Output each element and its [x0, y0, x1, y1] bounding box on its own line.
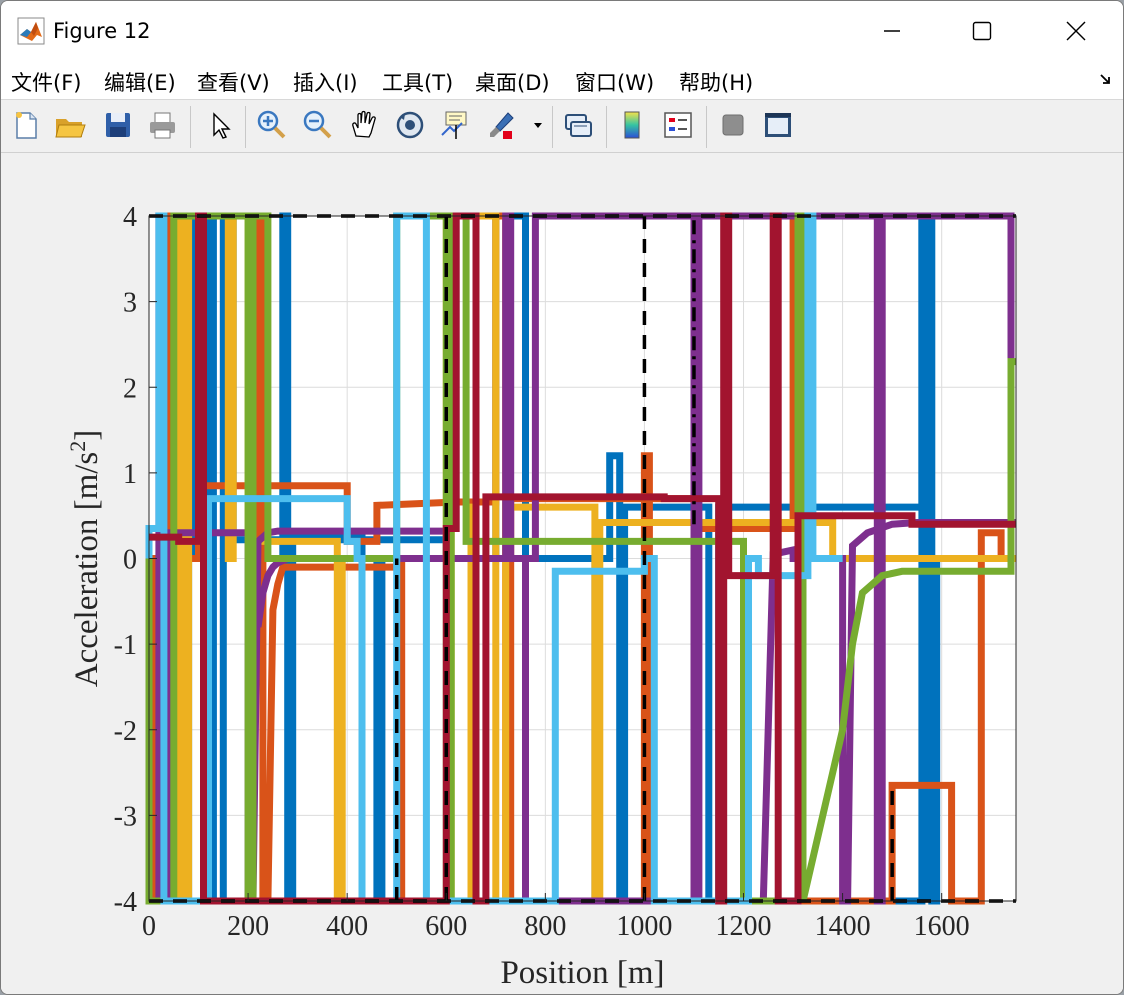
pan-hand-icon[interactable]	[347, 108, 381, 142]
new-figure-icon[interactable]	[9, 108, 43, 142]
brush-icon[interactable]	[485, 108, 519, 142]
toolbar-separator	[245, 106, 246, 148]
x-tick-label: 200	[227, 911, 269, 942]
line-chart[interactable]: 0 200 400 600 800 1000 1200 1400 1600 -4 -3 -2 -1 0 1…	[1, 153, 1123, 994]
menu-view[interactable]: 查看(V)	[197, 71, 270, 95]
y-tick-label: -4	[114, 887, 137, 918]
x-tick-label: 0	[142, 911, 156, 942]
x-tick-label: 1600	[914, 911, 970, 942]
x-tick-label: 400	[326, 911, 368, 942]
y-tick-label: 2	[123, 373, 137, 404]
menu-insert[interactable]: 插入(I)	[293, 71, 358, 95]
figure-canvas: 0 200 400 600 800 1000 1200 1400 1600 -4 -3 -2 -1 0 1…	[1, 153, 1123, 994]
matlab-logo-icon	[17, 17, 45, 45]
close-button[interactable]	[1053, 11, 1099, 51]
close-icon	[1066, 21, 1086, 41]
window-title: Figure 12	[53, 19, 151, 43]
rotate-3d-icon[interactable]	[393, 108, 427, 142]
y-tick-label: 4	[123, 202, 137, 233]
figure-toolbar	[1, 100, 1123, 153]
brush-dropdown-icon[interactable]	[529, 108, 547, 142]
menu-tools[interactable]: 工具(T)	[382, 71, 454, 95]
title-bar: Figure 12	[1, 1, 1123, 61]
x-axis-ticks: 0 200 400 600 800 1000 1200 1400 1600	[142, 893, 970, 942]
series-line-6	[254, 212, 1015, 905]
menu-window[interactable]: 窗口(W)	[575, 71, 655, 95]
dock-arrow-icon[interactable]	[1099, 71, 1113, 90]
x-tick-label: 1200	[716, 911, 772, 942]
select-arrow-icon[interactable]	[203, 108, 237, 142]
save-icon[interactable]	[101, 108, 135, 142]
zoom-out-icon[interactable]	[301, 108, 335, 142]
series-line-9	[149, 212, 1016, 905]
minimize-button[interactable]	[869, 11, 915, 51]
menu-edit[interactable]: 编辑(E)	[104, 71, 176, 95]
y-axis-ticks: -4 -3 -2 -1 0 1 2 3 4	[114, 202, 157, 918]
menu-bar: 文件(F) 编辑(E) 查看(V) 插入(I) 工具(T) 桌面(D) 窗口(W…	[1, 61, 1123, 100]
zoom-in-icon[interactable]	[255, 108, 289, 142]
x-tick-label: 800	[524, 911, 566, 942]
maximize-icon	[972, 21, 992, 41]
y-tick-label: 1	[123, 459, 137, 490]
link-plot-icon[interactable]	[561, 108, 595, 142]
open-icon[interactable]	[53, 108, 87, 142]
colorbar-icon[interactable]	[615, 108, 649, 142]
print-icon[interactable]	[146, 108, 180, 142]
legend-icon[interactable]	[661, 108, 695, 142]
menu-desktop[interactable]: 桌面(D)	[475, 71, 550, 95]
menu-file[interactable]: 文件(F)	[11, 71, 82, 95]
x-tick-label: 600	[425, 911, 467, 942]
y-tick-label: -2	[114, 716, 137, 747]
y-tick-label: -3	[114, 801, 137, 832]
menu-help[interactable]: 帮助(H)	[679, 71, 754, 95]
x-tick-label: 1000	[616, 911, 672, 942]
toolbar-separator	[606, 106, 607, 148]
y-tick-label: 0	[123, 545, 137, 576]
show-plot-tools-icon[interactable]	[761, 108, 795, 142]
toolbar-separator	[706, 106, 707, 148]
toolbar-separator	[190, 106, 191, 148]
x-axis-label: Position [m]	[500, 955, 664, 991]
x-tick-label: 1400	[815, 911, 871, 942]
y-tick-label: -1	[114, 630, 137, 661]
minimize-icon	[884, 30, 900, 32]
hide-plot-tools-icon[interactable]	[716, 108, 750, 142]
maximize-button[interactable]	[959, 11, 1005, 51]
data-cursor-icon[interactable]	[439, 108, 473, 142]
y-axis-label: Acceleration [m/s2]	[65, 430, 106, 687]
toolbar-separator	[552, 106, 553, 148]
y-tick-label: 3	[123, 288, 137, 319]
